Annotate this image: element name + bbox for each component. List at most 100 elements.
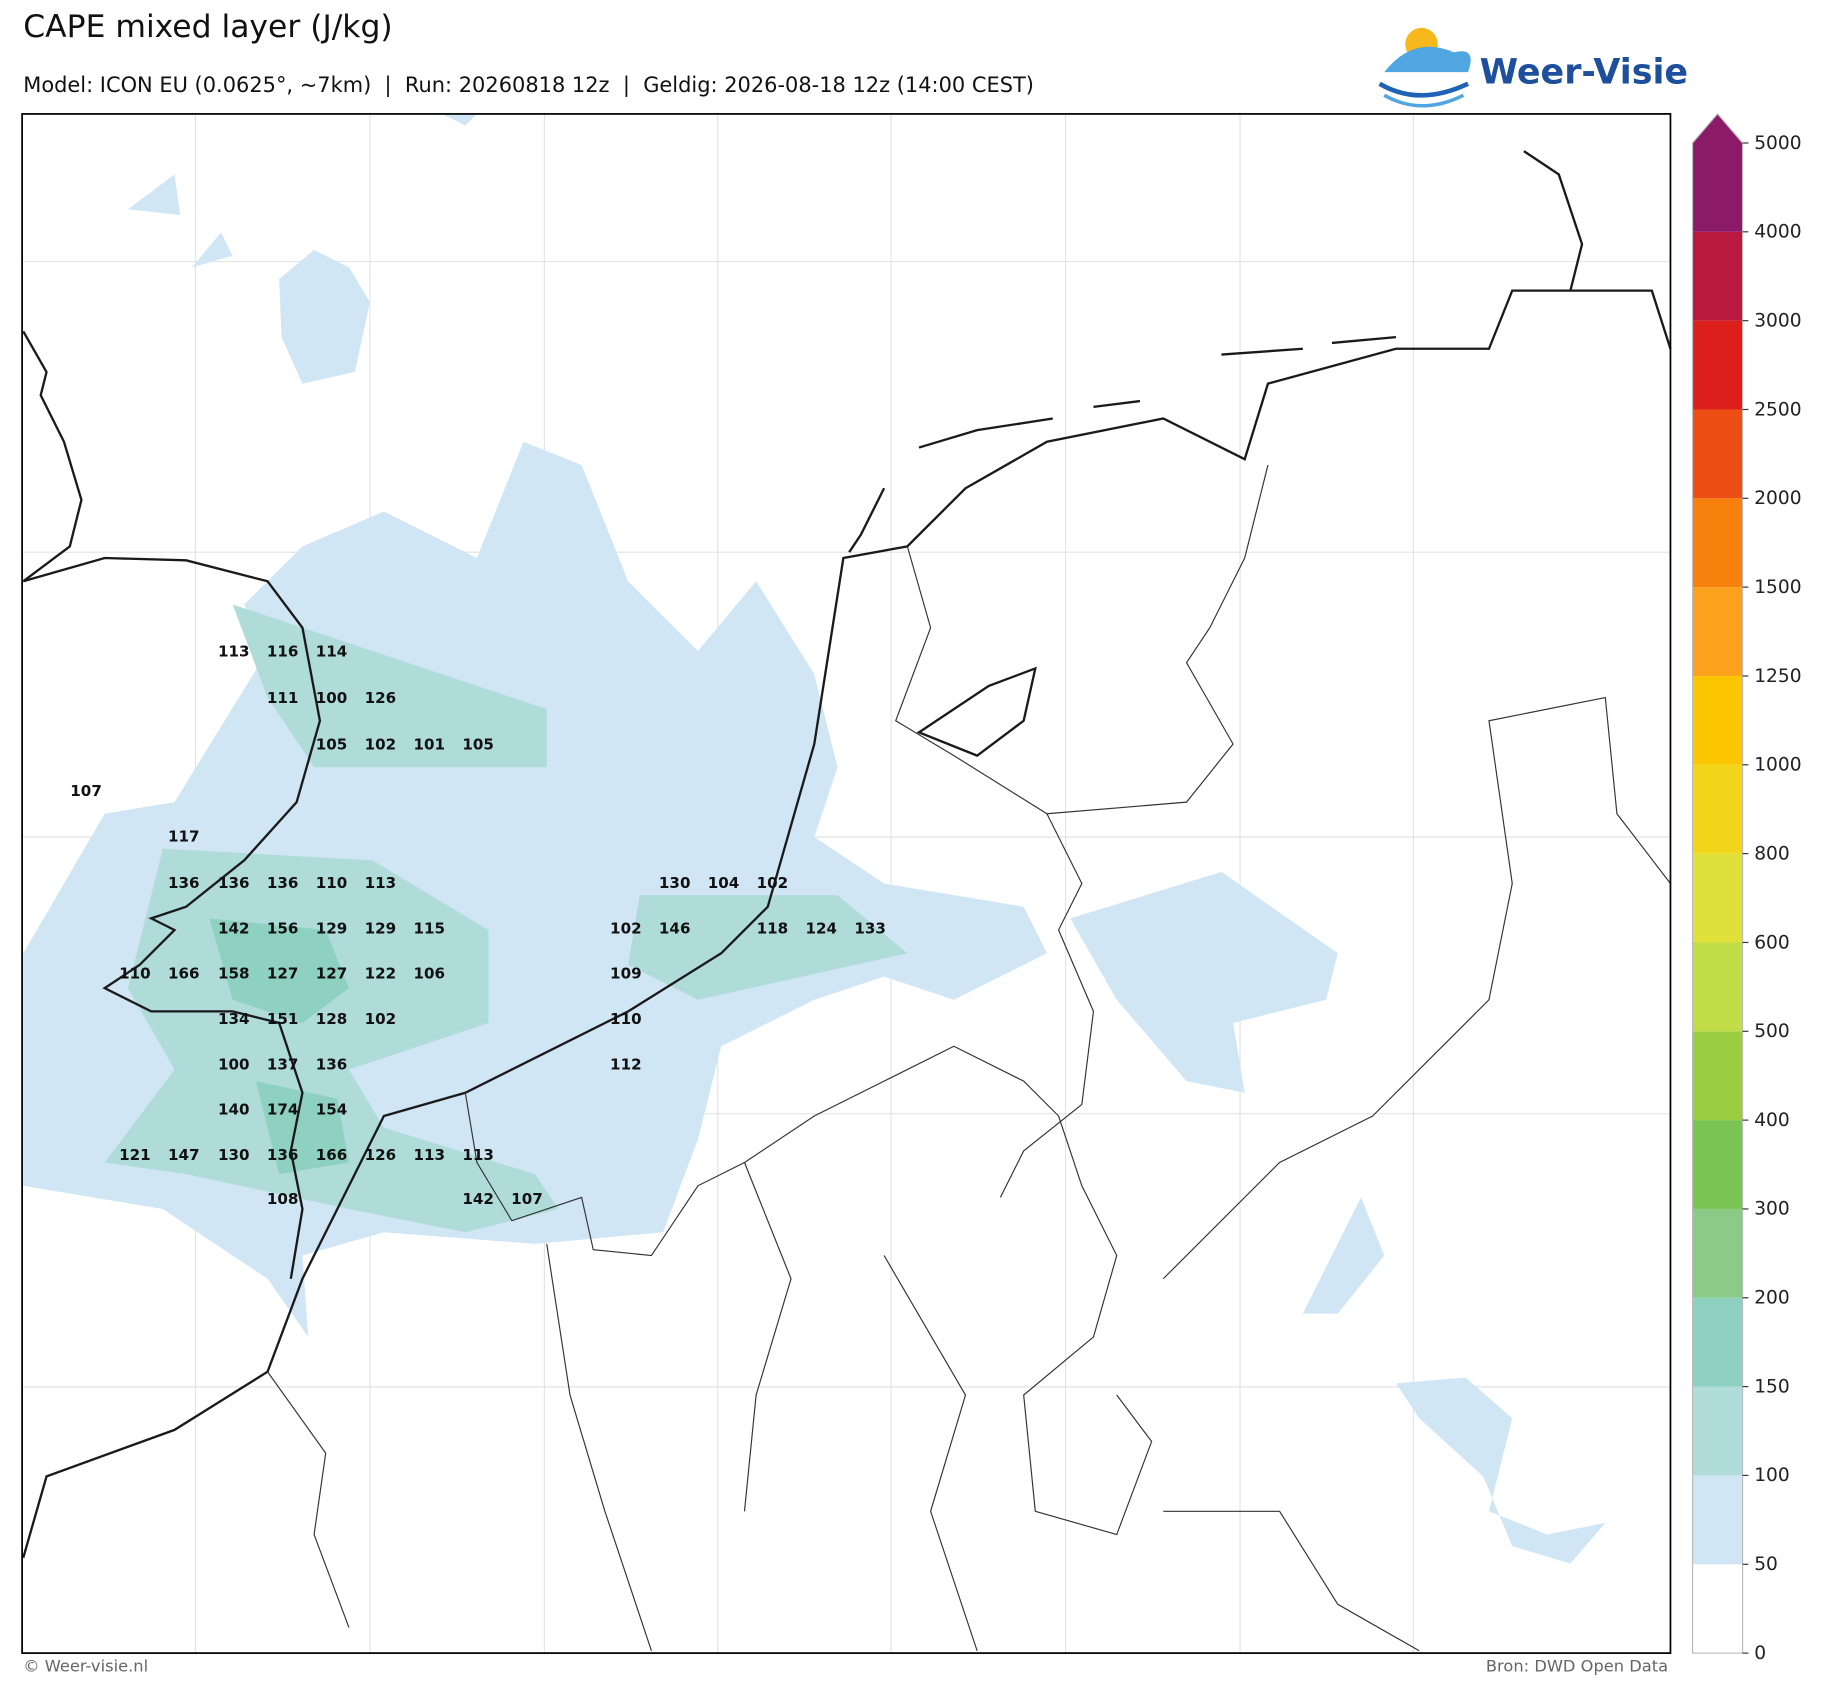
cape-label: 140: [218, 1101, 250, 1119]
cape-label: 136: [316, 1055, 348, 1073]
cape-label: 107: [511, 1190, 543, 1208]
colorbar-tick-label: 3000: [1754, 310, 1801, 331]
cape-label: 110: [119, 965, 151, 983]
cape-label: 136: [218, 874, 250, 892]
cape-label: 110: [610, 1010, 642, 1028]
colorbar-bin: [1692, 1564, 1743, 1654]
cape-label: 156: [267, 919, 299, 937]
cape-label: 166: [316, 1146, 348, 1164]
logo: Weer-Visie: [1378, 27, 1688, 108]
colorbar-tick-label: 300: [1754, 1199, 1790, 1220]
cape-label: 126: [365, 689, 397, 707]
cape-label: 136: [267, 1146, 299, 1164]
cape-label: 109: [610, 965, 642, 983]
cape-label: 154: [316, 1101, 348, 1119]
colorbar-outline: [1691, 113, 1744, 1654]
colorbar-tick-label: 500: [1754, 1021, 1790, 1042]
cape-label: 116: [267, 643, 299, 661]
colorbar-tick-label: 100: [1754, 1465, 1790, 1486]
cape-label: 128: [316, 1010, 348, 1028]
cape-label: 130: [659, 874, 691, 892]
cape-label: 127: [316, 965, 348, 983]
cape-label: 102: [757, 874, 789, 892]
cape-label: 122: [365, 965, 397, 983]
cape-label: 107: [70, 782, 102, 800]
colorbar-tick-label: 400: [1754, 1110, 1790, 1131]
colorbar-bin: [1692, 942, 1743, 1032]
cape-label: 110: [316, 874, 348, 892]
cape-label: 133: [854, 919, 886, 937]
colorbar-bin: [1692, 409, 1743, 499]
coastlines: [22, 150, 1672, 1559]
map-area: 113 116 114 111 100 126 105 102 101 105 107 117 136 1…: [21, 113, 1672, 1654]
cape-label: 118: [757, 919, 789, 937]
colorbar-tick-label: 50: [1754, 1554, 1778, 1575]
colorbar-bin: [1692, 1031, 1743, 1121]
cape-label: 113: [413, 1146, 445, 1164]
cape-150-200: [209, 918, 349, 1175]
cape-label: 124: [805, 919, 837, 937]
cape-labels: 113 116 114 111 100 126 105 102 101 105 107 117 136 1…: [70, 643, 886, 1209]
subtitle: Model: ICON EU (0.0625°, ~7km) | Run: 20…: [23, 73, 1034, 98]
colorbar-tick-label: 1250: [1754, 666, 1801, 687]
cape-label: 136: [267, 874, 299, 892]
cape-label: 112: [610, 1055, 642, 1073]
cape-label: 151: [267, 1010, 299, 1028]
cape-label: 106: [413, 965, 445, 983]
cape-label: 114: [316, 643, 348, 661]
cape-label: 117: [168, 828, 200, 846]
cape-label: 102: [365, 1010, 397, 1028]
colorbar-tick-label: 4000: [1754, 222, 1801, 243]
cape-label: 115: [413, 919, 445, 937]
colorbar-bin: [1692, 1297, 1743, 1387]
borders: [267, 464, 1671, 1652]
colorbar: 0 50 100 150 200 300 400 500 600 800 1000 1250 1500 2…: [1691, 113, 1802, 1664]
cape-label: 127: [267, 965, 299, 983]
colorbar-bin: [1692, 231, 1743, 321]
colorbar-bin: [1692, 587, 1743, 676]
cape-label: 137: [267, 1055, 299, 1073]
colorbar-tick-label: 150: [1754, 1376, 1790, 1397]
cape-label: 111: [267, 689, 299, 707]
colorbar-tick-label: 200: [1754, 1288, 1790, 1309]
colorbar-bin: [1692, 1386, 1743, 1476]
colorbar-bin: [1692, 764, 1743, 854]
colorbar-tick-label: 600: [1754, 932, 1790, 953]
cape-label: 101: [413, 736, 445, 754]
colorbar-tick-label: 2500: [1754, 399, 1801, 420]
cape-label: 166: [168, 965, 200, 983]
colorbar-bin: [1692, 1208, 1743, 1298]
colorbar-bin: [1692, 853, 1743, 943]
colorbar-tick-label: 2000: [1754, 488, 1801, 509]
cape-label: 105: [462, 736, 494, 754]
cape-label: 146: [659, 919, 691, 937]
colorbar-bin: [1692, 498, 1743, 588]
colorbar-tick-label: 1500: [1754, 577, 1801, 598]
cape-label: 113: [218, 643, 250, 661]
colorbar-tick-label: 0: [1754, 1643, 1766, 1664]
title: CAPE mixed layer (J/kg): [23, 9, 392, 45]
colorbar-bin: [1692, 142, 1743, 232]
cape-label: 134: [218, 1010, 250, 1028]
cape-label: 142: [462, 1190, 494, 1208]
cape-label: 105: [316, 736, 348, 754]
cape-label: 102: [610, 919, 642, 937]
cape-label: 113: [462, 1146, 494, 1164]
colorbar-bin: [1692, 1120, 1743, 1209]
cape-label: 174: [267, 1101, 299, 1119]
cape-label: 121: [119, 1146, 151, 1164]
colorbar-extend: [1692, 113, 1743, 143]
cape-label: 126: [365, 1146, 397, 1164]
cape-label: 102: [365, 736, 397, 754]
cape-label: 108: [267, 1190, 299, 1208]
cape-label: 113: [365, 874, 397, 892]
cape-label: 130: [218, 1146, 250, 1164]
logo-text: Weer-Visie: [1480, 53, 1688, 93]
colorbar-tick-label: 800: [1754, 843, 1790, 864]
source: Bron: DWD Open Data: [1486, 1657, 1668, 1676]
cape-label: 147: [168, 1146, 200, 1164]
cape-label: 100: [218, 1055, 250, 1073]
cape-label: 142: [218, 919, 250, 937]
